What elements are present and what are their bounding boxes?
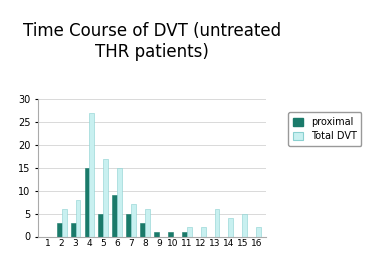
Bar bbox=[168, 232, 173, 236]
Bar bbox=[76, 200, 81, 236]
Bar bbox=[117, 168, 122, 236]
Bar bbox=[256, 227, 261, 236]
Legend: proximal, Total DVT: proximal, Total DVT bbox=[288, 112, 361, 146]
Bar bbox=[187, 227, 192, 236]
Bar bbox=[71, 223, 76, 236]
Bar bbox=[182, 232, 187, 236]
Text: Time Course of DVT (untreated
THR patients): Time Course of DVT (untreated THR patien… bbox=[23, 22, 281, 61]
Bar bbox=[98, 214, 103, 236]
Bar bbox=[154, 232, 159, 236]
Bar bbox=[85, 168, 89, 236]
Bar bbox=[215, 209, 219, 236]
Bar bbox=[131, 204, 136, 236]
Bar bbox=[201, 227, 206, 236]
Bar bbox=[145, 209, 150, 236]
Bar bbox=[112, 195, 117, 236]
Bar bbox=[140, 223, 145, 236]
Bar bbox=[89, 113, 94, 236]
Bar bbox=[57, 223, 62, 236]
Bar bbox=[126, 214, 131, 236]
Bar bbox=[62, 209, 66, 236]
Bar bbox=[242, 214, 247, 236]
Bar bbox=[103, 159, 108, 236]
Bar bbox=[228, 218, 233, 236]
